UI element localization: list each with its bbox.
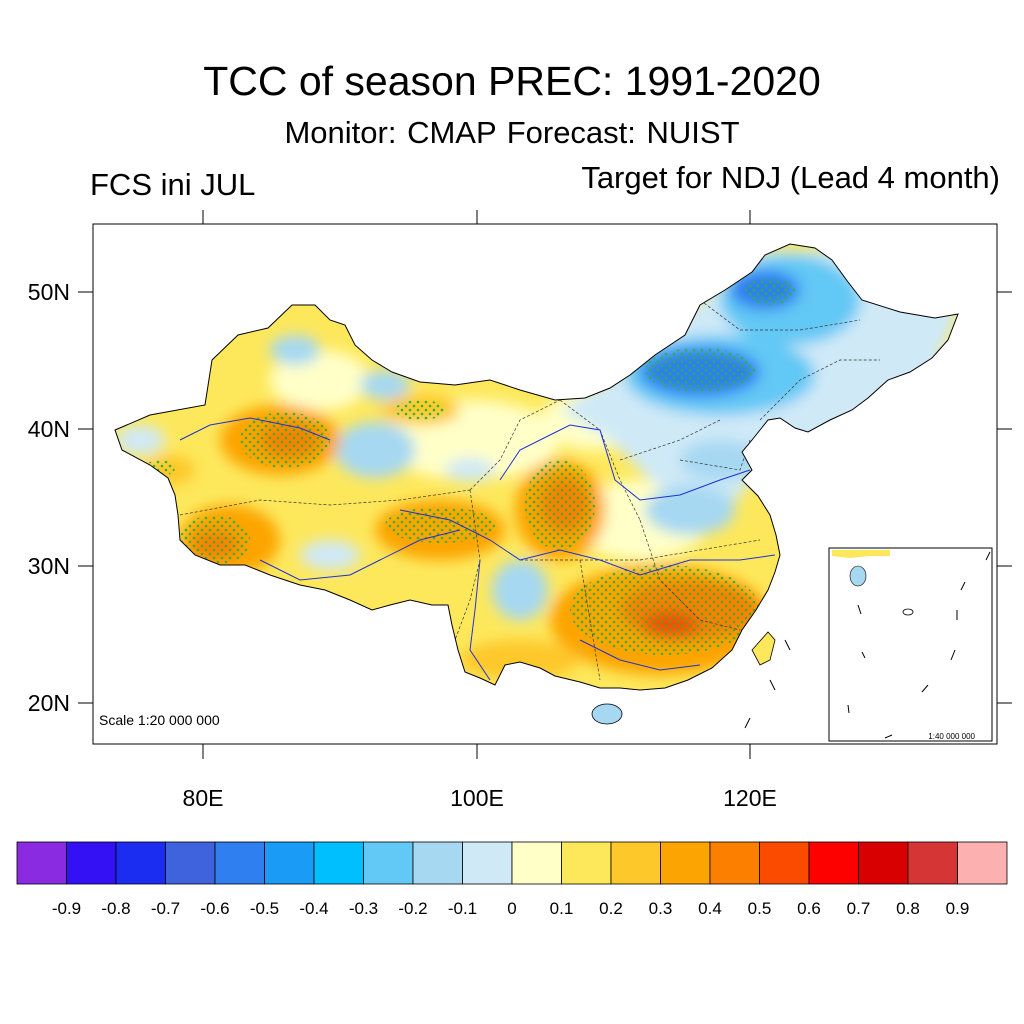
colorbar-label: -0.3: [349, 899, 378, 918]
init-label: FCS ini JUL: [90, 167, 256, 202]
lon-label-80e: 80E: [183, 785, 224, 811]
colorbar-box: [808, 841, 859, 885]
lat-label-30n: 30N: [28, 553, 70, 579]
colorbar-box: [16, 841, 67, 885]
inset-scale-text: 1:40 000 000: [928, 732, 975, 741]
map-title: TCC of season PREC: 1991-2020: [203, 58, 821, 104]
colorbar-box: [66, 841, 117, 885]
colorbar-label: 0.2: [599, 899, 623, 918]
colorbar-box: [462, 841, 513, 885]
colorbar-label: -0.2: [398, 899, 427, 918]
colorbar-label: -0.8: [101, 899, 130, 918]
latitude-ticks: [78, 291, 1012, 704]
colorbar-label: -0.7: [151, 899, 180, 918]
colorbar-label: 0.1: [550, 899, 574, 918]
colorbar-label: -0.1: [448, 899, 477, 918]
colorbar-box: [610, 841, 661, 885]
colorbar-box: [858, 841, 909, 885]
lat-label-40n: 40N: [28, 416, 70, 442]
hainan-island: [591, 703, 623, 725]
colorbar-label: 0.6: [797, 899, 821, 918]
colorbar-label: 0.5: [748, 899, 772, 918]
lat-label-50n: 50N: [28, 279, 70, 305]
lon-label-100e: 100E: [450, 785, 504, 811]
map-subtitle: Monitor: CMAP Forecast: NUIST: [284, 115, 740, 150]
colorbar-label: 0: [507, 899, 516, 918]
colorbar-label: -0.9: [52, 899, 81, 918]
south-china-sea-inset: 1:40 000 000: [828, 547, 993, 742]
colorbar-label: -0.4: [299, 899, 328, 918]
colorbar-box: [115, 841, 166, 885]
lon-label-120e: 120E: [723, 785, 777, 811]
colorbar-label: 0.9: [946, 899, 970, 918]
colorbar-box: [957, 841, 1008, 885]
colorbar-box: [165, 841, 216, 885]
taiwan-island: [751, 631, 776, 666]
colorbar-label: 0.8: [896, 899, 920, 918]
colorbar-label: 0.3: [649, 899, 673, 918]
colorbar-label: 0.7: [847, 899, 871, 918]
colorbar-box: [561, 841, 612, 885]
colorbar-box: [363, 841, 414, 885]
colorbar-box: [709, 841, 760, 885]
nine-dash-line-main: [744, 639, 791, 729]
colorbar-box: [412, 841, 463, 885]
colorbar-label: -0.5: [250, 899, 279, 918]
rivers: [179, 417, 776, 681]
significance-stippling: [145, 278, 795, 655]
longitude-ticks: [202, 210, 751, 759]
map-scale-text: Scale 1:20 000 000: [99, 712, 220, 728]
colorbar-box: [264, 841, 315, 885]
colorbar-box: [907, 841, 958, 885]
lat-label-20n: 20N: [28, 690, 70, 716]
target-label: Target for NDJ (Lead 4 month): [581, 160, 1000, 195]
colorbar-box: [660, 841, 711, 885]
colorbar-box: [313, 841, 364, 885]
colorbar-box: [214, 841, 265, 885]
colorbar-box: [759, 841, 810, 885]
colorbar-label: 0.4: [698, 899, 722, 918]
colorbar-label: -0.6: [200, 899, 229, 918]
colorbar-box: [511, 841, 562, 885]
colorbar: -0.9 -0.8 -0.7 -0.6 -0.5 -0.4 -0.3 -0.2 -0.1 0 0.1…: [16, 841, 1008, 918]
